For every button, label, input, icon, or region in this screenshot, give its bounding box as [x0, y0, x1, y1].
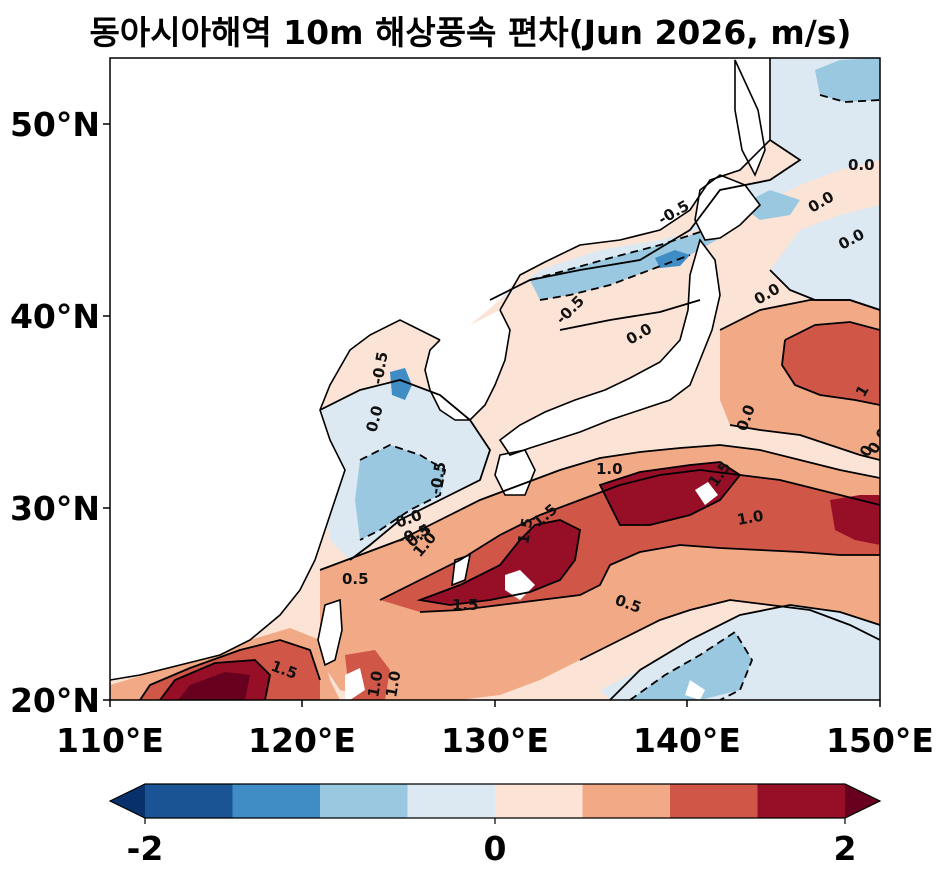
contour-minus-half-north [529, 231, 701, 301]
map-title: 동아시아해역 10m 해상풍속 편차(Jun 2026, m/s) [89, 13, 852, 52]
contour-minus-half-south [629, 630, 754, 700]
colorbar-segment [145, 784, 233, 818]
colorbar-segment [320, 784, 408, 818]
lon-tick-label: 110°E [56, 721, 164, 760]
contour-one-southwest [139, 639, 321, 700]
anomaly-fill-below-minus-1-north [655, 250, 690, 268]
contour-half-southwest [579, 599, 880, 661]
contour-label: 1.0 [382, 669, 404, 698]
lon-tick-label: 140°E [633, 721, 741, 760]
colorbar-mid-label: 0 [484, 829, 507, 868]
anomaly-fill-below-minus-0.5-south [630, 632, 752, 700]
taiwan-land [318, 600, 342, 665]
contour-label: 1.5 [514, 516, 536, 545]
contour-minus-half-yellow-sea [359, 444, 447, 541]
anomaly-fill-below-minus-0.5-yellow-sea [355, 445, 445, 540]
lat-tick-label: 50°N [10, 105, 100, 144]
colorbar-extend-min [110, 784, 145, 818]
contour-label: -0.5 [368, 350, 391, 385]
russia-land [440, 58, 770, 340]
colorbar-min-label: -2 [127, 829, 164, 868]
sakhalin-land [735, 60, 765, 175]
colorbar-segment [495, 784, 583, 818]
korea-land [425, 310, 510, 420]
lat-tick-label: 40°N [10, 297, 100, 336]
anomaly-fill-below-minus-0.5-okhotsk [815, 58, 880, 102]
china-land [110, 58, 580, 680]
colorbar-segment [232, 784, 321, 818]
ryukyu-land [452, 555, 535, 600]
anomaly-fill-below-minus-0.5-north [530, 232, 720, 300]
contour-one-east [781, 321, 880, 406]
contour-half-south [319, 444, 880, 571]
contour-label: 1.0 [596, 460, 623, 478]
lon-tick-label: 120°E [248, 721, 356, 760]
lon-tick-label: 130°E [441, 721, 549, 760]
anomaly-fill-negative-north-east [770, 205, 880, 310]
contour-one-south-lower [419, 544, 880, 613]
contour-zero-south [609, 604, 880, 700]
contour-one-south [379, 469, 880, 601]
contour-label: 1.0 [364, 669, 386, 698]
hokkaido-land [695, 175, 760, 240]
contour-label: 0.0 [848, 156, 875, 174]
lat-tick-label: 30°N [10, 489, 100, 528]
anomaly-fill-above-1.5-far-east [830, 495, 880, 545]
colorbar-segment [407, 784, 496, 818]
colorbar-extend-max [845, 784, 880, 818]
colorbar-segment [582, 784, 671, 818]
contour-one-half-main [416, 519, 581, 606]
contour-zero-north [489, 139, 802, 301]
anomaly-fill-above-1.5-east [600, 462, 740, 525]
contour-one-half-southwest [159, 659, 271, 700]
contour-zero-japan-sea [559, 299, 701, 331]
anomaly-fill-1-to-1.5-east [782, 322, 880, 405]
colorbar-segment [757, 784, 846, 818]
lat-tick-label: 20°N [10, 681, 100, 720]
anomaly-fill-above-1.5-main [420, 520, 580, 605]
contour-one-half-east [598, 461, 742, 526]
colorbar [108, 783, 882, 824]
lon-tick-label: 150°E [826, 721, 934, 760]
contour-zero-yellow-sea [319, 379, 491, 561]
anomaly-field: 0.0 0.0 0.0 0.0 0.0 0.0 0.0 0.0 0.0 -0.5… [110, 58, 880, 700]
anomaly-fill-negative-north [460, 58, 880, 330]
contour-label: 0.5 [342, 570, 369, 588]
contour-lines [139, 94, 880, 700]
contour-label: 1.0 [736, 507, 765, 529]
colorbar-max-label: 2 [834, 829, 857, 868]
contour-half-east [719, 299, 880, 461]
coastlines [110, 58, 771, 681]
anomaly-fill-below-minus-1-yellow-sea [390, 368, 412, 400]
colorbar-segment [670, 784, 758, 818]
axis-tick-marks [103, 123, 881, 707]
philippine-land [345, 668, 365, 700]
contour-label: -0.5 [426, 460, 449, 495]
contour-label: 1.5 [452, 596, 479, 614]
anomaly-fill-above-2-southwest [178, 672, 250, 700]
